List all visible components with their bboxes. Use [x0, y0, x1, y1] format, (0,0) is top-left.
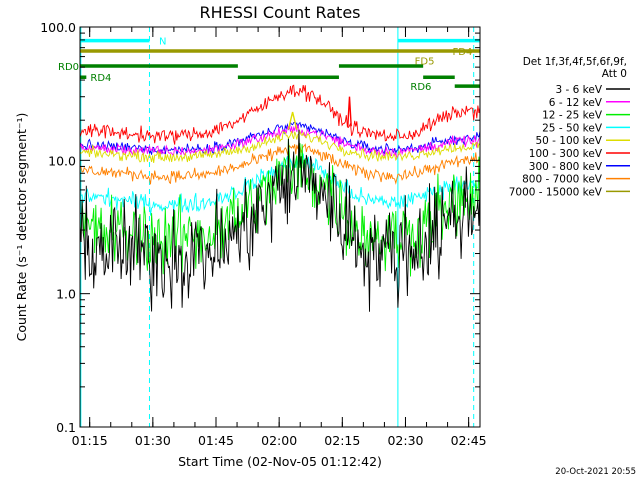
x-tick-label: 01:45 — [198, 433, 234, 448]
x-axis-label: Start Time (02-Nov-05 01:12:42) — [178, 454, 382, 469]
red-spike — [347, 96, 352, 127]
y-tick-label: 10.0 — [48, 153, 76, 168]
legend-entry-label: 100 - 300 keV — [529, 148, 603, 160]
y-axis-ticks: 0.1 1.0 10.0 100.0 — [40, 20, 480, 435]
flag-label-rd4: RD4 — [90, 73, 111, 84]
legend-entry-label: 50 - 100 keV — [535, 135, 602, 147]
x-tick-label: 01:15 — [72, 433, 108, 448]
series-line-3-6keV — [79, 129, 481, 312]
x-axis-ticks: 01:15 01:30 01:45 02:00 02:15 02:30 02:45 — [72, 27, 487, 448]
footer-timestamp: 20-Oct-2021 20:55 — [555, 467, 636, 477]
legend-title-line: Att 0 — [602, 68, 627, 80]
legend-entry-label: 6 - 12 keV — [549, 97, 603, 109]
x-tick-label: 01:30 — [135, 433, 171, 448]
series-line-12-25keV — [79, 138, 481, 277]
x-tick-label: 02:45 — [451, 433, 487, 448]
flag-label-n: N — [159, 37, 166, 48]
x-tick-label: 02:15 — [324, 433, 360, 448]
flag-bars-group: N RD0 RD4 FD4 FD5 RD6 — [58, 37, 480, 93]
flag-label-rd6: RD6 — [410, 82, 431, 93]
flag-label-rd0: RD0 — [58, 62, 79, 73]
y-tick-label: 100.0 — [40, 20, 76, 35]
series-line-6-12keV — [79, 123, 481, 160]
chart-title: RHESSI Count Rates — [200, 3, 361, 22]
plot-frame — [79, 26, 481, 428]
y-tick-label: 1.0 — [56, 287, 76, 302]
legend-entry-label: 3 - 6 keV — [555, 84, 602, 96]
yellow-peak-spike — [287, 111, 298, 130]
legend-entry-label: 7000 - 15000 keV — [509, 186, 603, 198]
legend-entry-label: 12 - 25 keV — [542, 110, 603, 122]
y-axis-label: Count Rate (s⁻¹ detector segment⁻¹) — [14, 113, 29, 342]
legend-title-line: Det 1f,3f,4f,5f,6f,9f, — [523, 56, 627, 68]
series-line-50-100keV — [79, 130, 481, 163]
series-line-800-7000keV — [79, 141, 481, 185]
y-tick-label: 0.1 — [56, 420, 76, 435]
legend-entry-label: 800 - 7000 keV — [522, 174, 603, 186]
x-tick-label: 02:00 — [261, 433, 297, 448]
legend-entry-label: 300 - 800 keV — [529, 161, 603, 173]
x-tick-label: 02:30 — [387, 433, 423, 448]
flag-label-fd5: FD5 — [415, 57, 435, 68]
flag-label-fd4: FD4 — [453, 47, 473, 58]
series-line-100-300keV — [79, 84, 481, 145]
legend-entry-label: 25 - 50 keV — [542, 122, 603, 134]
